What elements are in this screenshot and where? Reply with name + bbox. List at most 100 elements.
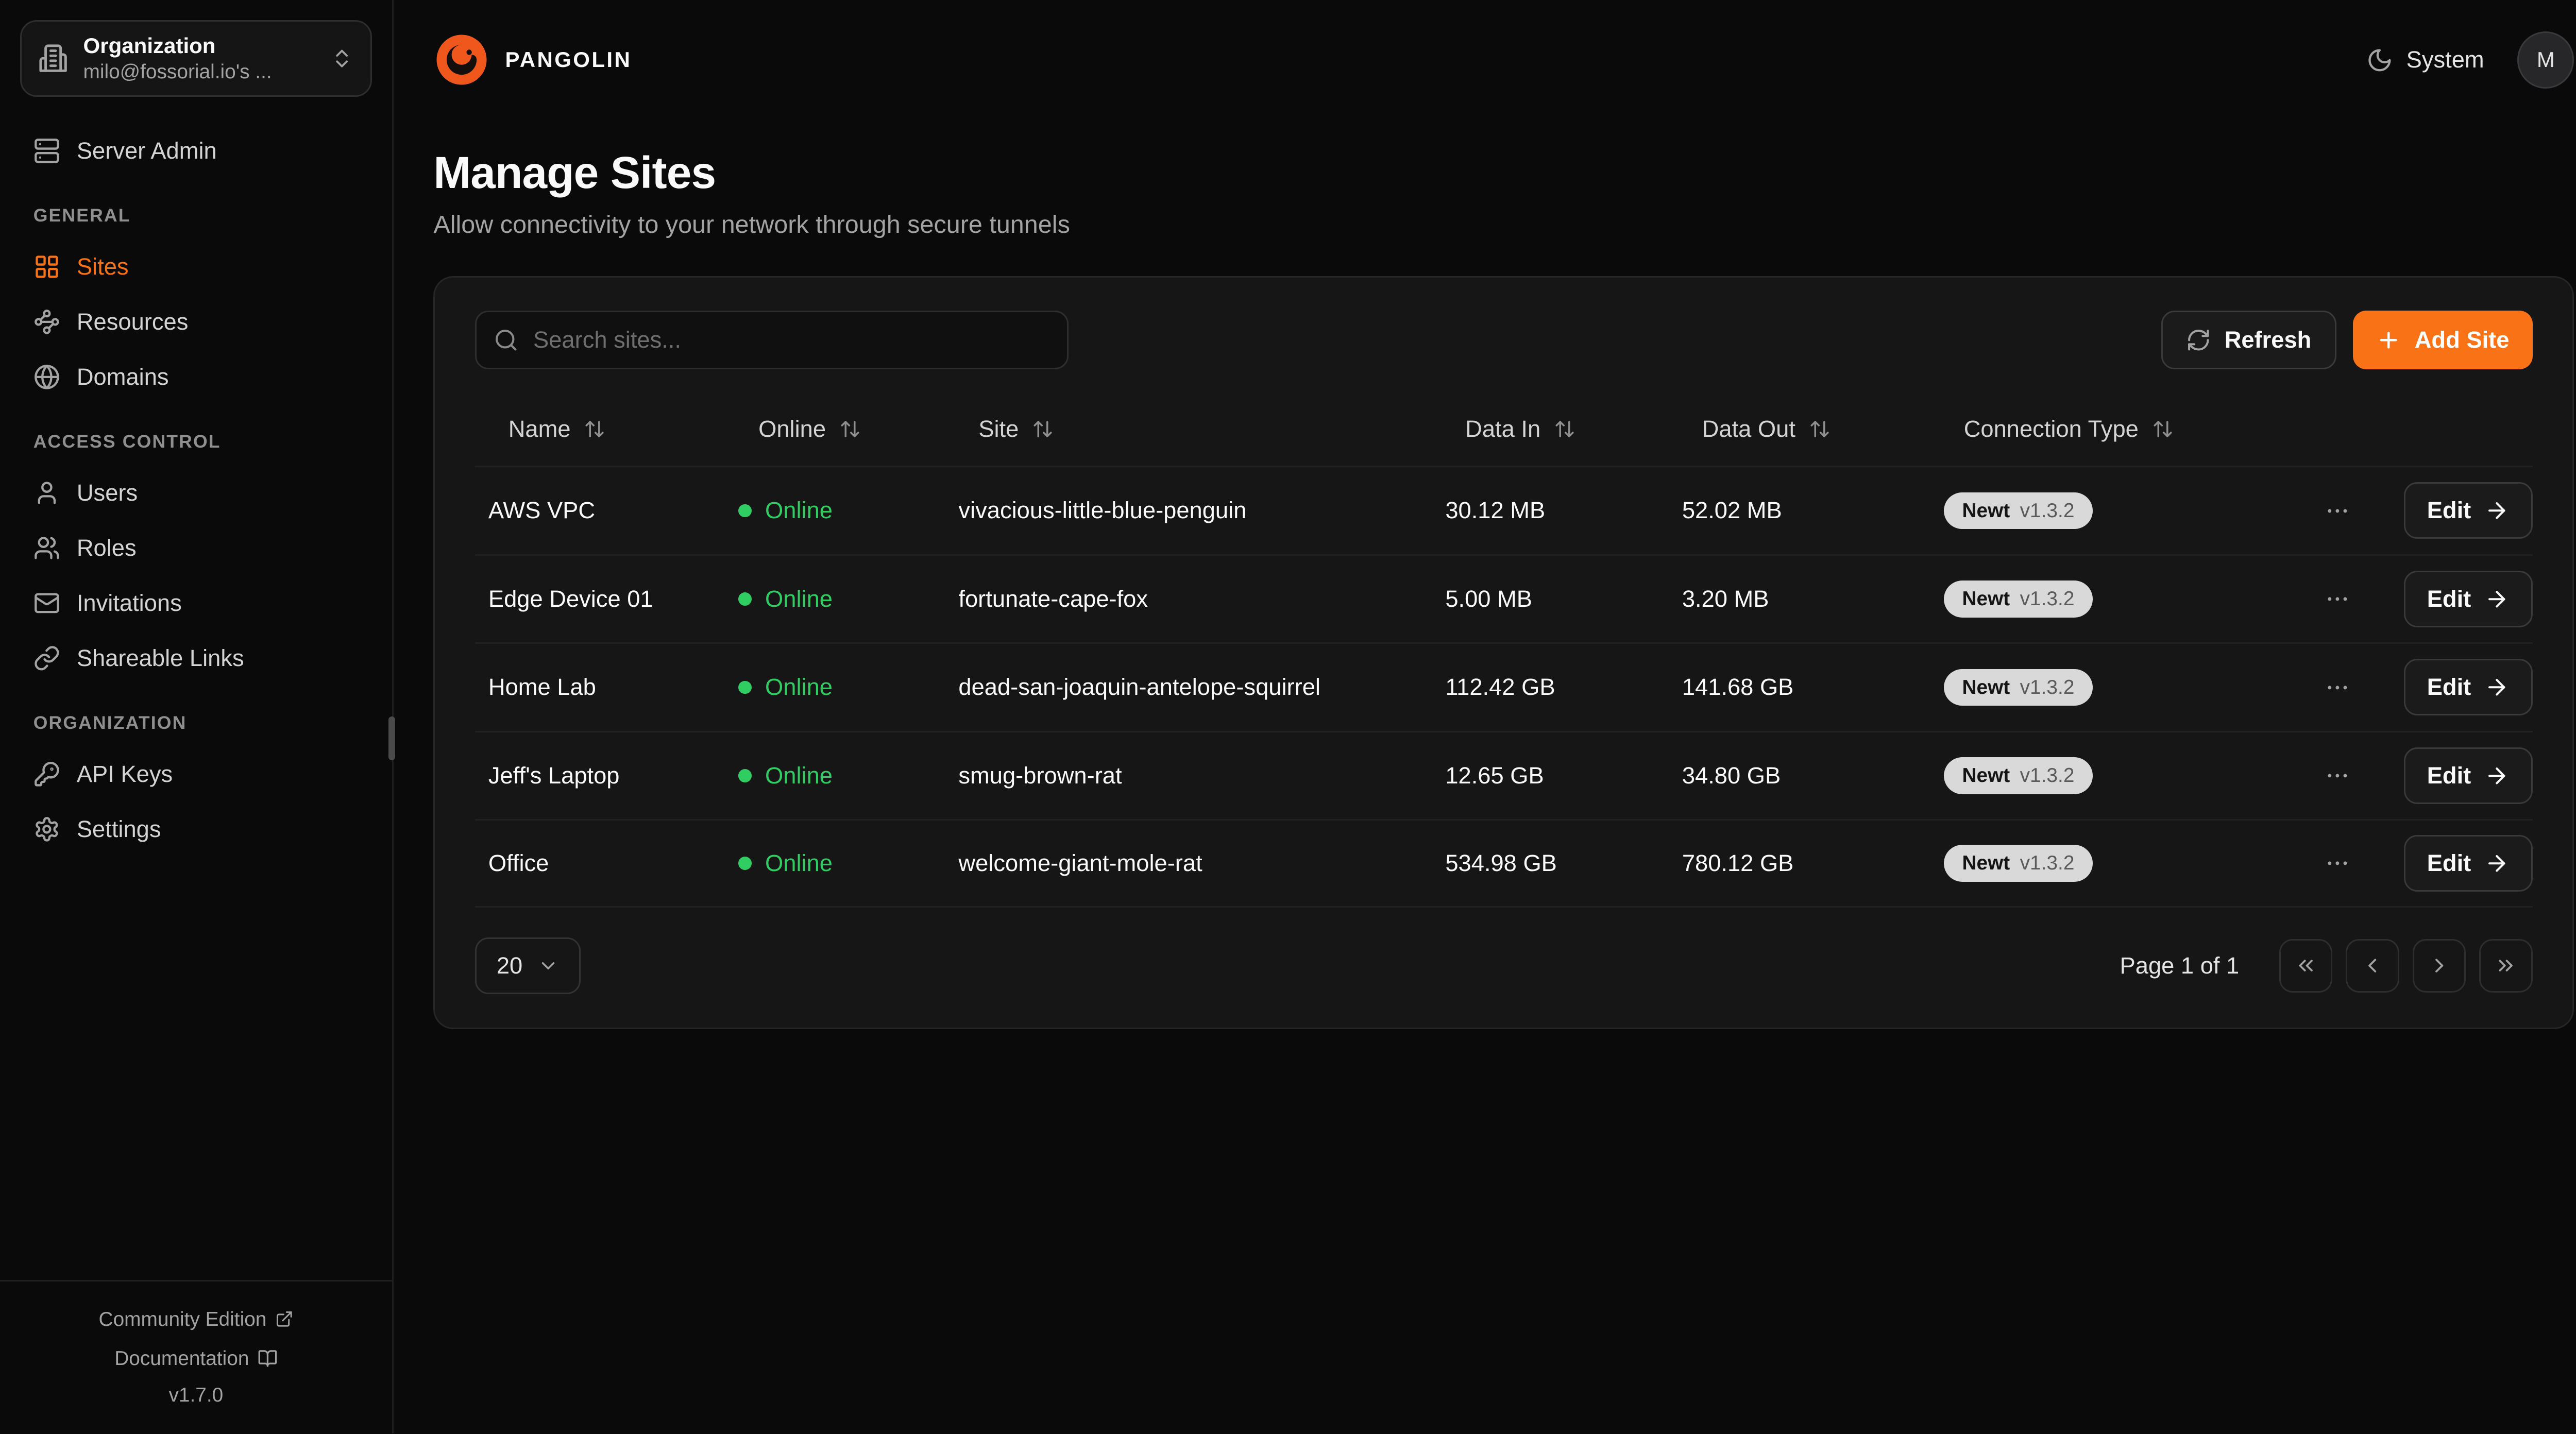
- community-edition-link[interactable]: Community Edition: [99, 1301, 294, 1338]
- page-content: Manage Sites Allow connectivity to your …: [394, 120, 2576, 1433]
- sidebar-item-sites[interactable]: Sites: [20, 240, 372, 295]
- sites-card: Refresh Add Site Name O: [433, 276, 2574, 1029]
- main-area: PANGOLIN System M Manage Sites Allow con…: [394, 0, 2576, 1433]
- sidebar-item-server-admin[interactable]: Server Admin: [20, 123, 372, 178]
- page-size-select[interactable]: 20: [475, 937, 581, 994]
- pager: Page 1 of 1: [2120, 939, 2533, 993]
- table-row: Home Lab Online dead-san-joaquin-antelop…: [475, 642, 2533, 731]
- arrow-right-icon: [2484, 587, 2510, 612]
- theme-toggle[interactable]: System: [2366, 46, 2484, 73]
- org-switcher-text: Organization milo@fossorial.io's ...: [83, 31, 316, 85]
- sidebar-footer: Community Edition Documentation v1.7.0: [0, 1280, 392, 1433]
- sidebar-item-label: Server Admin: [76, 137, 217, 164]
- avatar[interactable]: M: [2517, 31, 2574, 89]
- globe-icon: [33, 364, 60, 390]
- connection-type-version: v1.3.2: [2020, 499, 2075, 522]
- page-size-value: 20: [496, 952, 523, 979]
- connection-type-badge: Newt v1.3.2: [1943, 757, 2093, 794]
- row-actions-button[interactable]: [2313, 662, 2363, 712]
- connection-type-version: v1.3.2: [2020, 852, 2075, 875]
- sidebar-item-domains[interactable]: Domains: [20, 349, 372, 404]
- data-out-cell: 3.20 MB: [1682, 585, 1769, 612]
- pager-buttons: [2279, 939, 2533, 993]
- table-row: Edge Device 01 Online fortunate-cape-fox…: [475, 554, 2533, 643]
- connection-type-badge: Newt v1.3.2: [1943, 492, 2093, 530]
- column-header-connection-type[interactable]: Connection Type: [1930, 416, 2224, 442]
- chevrons-right-icon: [2494, 954, 2517, 977]
- sidebar-item-invitations[interactable]: Invitations: [20, 575, 372, 630]
- column-header-online[interactable]: Online: [725, 416, 945, 442]
- site-id-cell: fortunate-cape-fox: [958, 585, 1148, 612]
- pangolin-logo-icon: [433, 31, 490, 88]
- toolbar-actions: Refresh Add Site: [2161, 311, 2533, 369]
- connection-type-badge: Newt v1.3.2: [1943, 845, 2093, 882]
- sidebar-item-settings[interactable]: Settings: [20, 801, 372, 857]
- search-wrap: [475, 311, 1069, 369]
- chevrons-up-down-icon: [330, 47, 353, 70]
- sidebar-item-roles[interactable]: Roles: [20, 521, 372, 576]
- link-icon: [33, 645, 60, 672]
- sidebar-item-label: Resources: [76, 309, 189, 335]
- connection-type-version: v1.3.2: [2020, 588, 2075, 610]
- edit-button[interactable]: Edit: [2403, 570, 2533, 627]
- column-header-data-in[interactable]: Data In: [1432, 416, 1669, 442]
- online-dot-icon: [738, 592, 752, 606]
- connection-type-name: Newt: [1962, 588, 2010, 610]
- refresh-label: Refresh: [2224, 326, 2312, 353]
- chevron-down-icon: [537, 955, 559, 977]
- row-actions-button[interactable]: [2313, 574, 2363, 624]
- user-icon: [33, 480, 60, 506]
- prev-page-button[interactable]: [2346, 939, 2399, 993]
- chevron-left-icon: [2361, 954, 2384, 977]
- row-actions-button[interactable]: [2313, 838, 2363, 888]
- online-status-cell: Online: [725, 586, 945, 612]
- book-open-icon: [258, 1348, 278, 1369]
- org-switcher[interactable]: Organization milo@fossorial.io's ...: [20, 20, 372, 97]
- column-label: Data In: [1465, 416, 1541, 442]
- documentation-link[interactable]: Documentation: [114, 1340, 277, 1377]
- server-icon: [33, 138, 60, 164]
- first-page-button[interactable]: [2279, 939, 2333, 993]
- status-badge: Online: [765, 762, 833, 789]
- row-actions-button[interactable]: [2313, 486, 2363, 536]
- status-badge: Online: [765, 674, 833, 701]
- sidebar-item-resources[interactable]: Resources: [20, 295, 372, 350]
- next-page-button[interactable]: [2412, 939, 2466, 993]
- connection-type-cell: Newt v1.3.2: [1930, 581, 2224, 618]
- edit-label: Edit: [2427, 674, 2471, 701]
- sidebar-item-api-keys[interactable]: API Keys: [20, 747, 372, 802]
- refresh-button[interactable]: Refresh: [2161, 311, 2336, 369]
- edit-label: Edit: [2427, 497, 2471, 524]
- column-header-data-out[interactable]: Data Out: [1669, 416, 1930, 442]
- add-site-button[interactable]: Add Site: [2353, 311, 2533, 369]
- refresh-icon: [2186, 328, 2211, 353]
- search-input[interactable]: [475, 311, 1069, 369]
- online-dot-icon: [738, 504, 752, 518]
- status-badge: Online: [765, 585, 833, 612]
- row-actions-button[interactable]: [2313, 750, 2363, 800]
- sort-icon: [1809, 418, 1831, 440]
- edit-button[interactable]: Edit: [2403, 659, 2533, 716]
- sidebar-resize-handle[interactable]: [388, 716, 396, 760]
- sidebar: Organization milo@fossorial.io's ... Ser…: [0, 0, 396, 1433]
- documentation-label: Documentation: [114, 1347, 249, 1370]
- add-site-label: Add Site: [2414, 326, 2510, 353]
- edit-button[interactable]: Edit: [2403, 834, 2533, 892]
- site-name-cell: Home Lab: [488, 674, 596, 701]
- users-icon: [33, 535, 60, 561]
- last-page-button[interactable]: [2479, 939, 2533, 993]
- sidebar-item-label: Users: [76, 480, 138, 506]
- waypoints-icon: [33, 309, 60, 335]
- gear-icon: [33, 816, 60, 843]
- sort-icon: [839, 418, 861, 440]
- column-header-site[interactable]: Site: [945, 416, 1432, 442]
- sidebar-item-users[interactable]: Users: [20, 466, 372, 521]
- brand: PANGOLIN: [433, 31, 632, 88]
- column-header-name[interactable]: Name: [475, 416, 725, 442]
- edit-button[interactable]: Edit: [2403, 482, 2533, 539]
- sidebar-item-shareable-links[interactable]: Shareable Links: [20, 630, 372, 686]
- section-label-access-control: ACCESS CONTROL: [33, 431, 221, 452]
- chevrons-left-icon: [2294, 954, 2317, 977]
- connection-type-name: Newt: [1962, 852, 2010, 875]
- edit-button[interactable]: Edit: [2403, 747, 2533, 804]
